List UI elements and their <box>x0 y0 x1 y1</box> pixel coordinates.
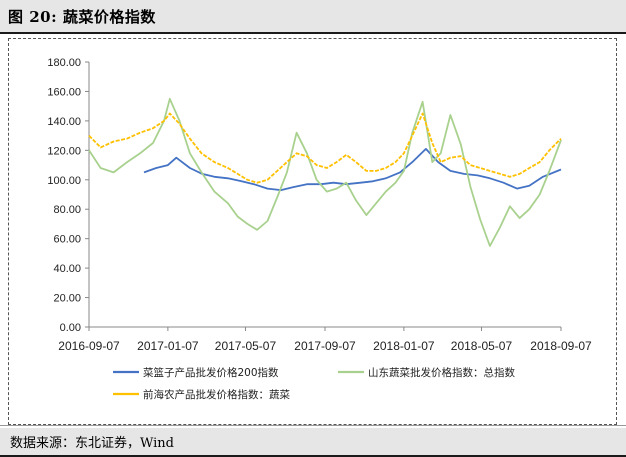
y-tick-label: 0.00 <box>60 322 81 334</box>
y-tick-label: 40.00 <box>53 263 81 275</box>
footer-divider <box>0 425 626 426</box>
figure-header: 图 20: 蔬菜价格指数 <box>0 0 626 34</box>
line-chart: 0.00 20.00 40.00 60.00 80.00 100.00 120.00 140.… <box>47 57 592 401</box>
y-tick-label: 80.00 <box>53 204 81 216</box>
y-tick-label: 60.00 <box>53 234 81 246</box>
series-line <box>88 112 562 184</box>
figure-footer: 数据来源：东北证券，Wind <box>0 428 626 457</box>
series-layer <box>88 97 562 247</box>
x-tick-label: 2017-05-07 <box>215 339 277 353</box>
series-line <box>88 97 562 247</box>
y-tick-label: 180.00 <box>47 57 81 69</box>
legend-label: 前海农产品批发价格指数：蔬菜 <box>143 388 290 401</box>
source-note: 数据来源：东北证券，Wind <box>10 436 174 451</box>
chart-axes: 0.00 20.00 40.00 60.00 80.00 100.00 120.00 140.… <box>47 57 592 353</box>
legend-label: 菜篮子产品批发价格200指数 <box>143 366 279 379</box>
x-tick-label: 2017-09-07 <box>294 339 356 353</box>
y-tick-label: 120.00 <box>47 145 81 157</box>
x-tick-label: 2016-09-07 <box>58 339 120 353</box>
x-tick-label: 2017-01-07 <box>137 339 199 353</box>
x-tick-label: 2018-05-07 <box>451 339 513 353</box>
x-tick-label: 2018-01-07 <box>373 339 435 353</box>
y-tick-label: 100.00 <box>47 175 81 187</box>
y-tick-label: 140.00 <box>47 116 81 128</box>
legend-label: 山东蔬菜批发价格指数：总指数 <box>368 366 515 379</box>
figure-title: 图 20: 蔬菜价格指数 <box>8 8 156 26</box>
chart-frame <box>8 38 617 425</box>
chart-legend: 菜篮子产品批发价格200指数 山东蔬菜批发价格指数：总指数前海农产品批发价格指数：… <box>113 366 515 401</box>
y-tick-label: 160.00 <box>47 86 81 98</box>
series-line <box>143 147 562 192</box>
y-tick-label: 20.00 <box>53 293 81 305</box>
x-tick-label: 2018-09-07 <box>530 339 592 353</box>
